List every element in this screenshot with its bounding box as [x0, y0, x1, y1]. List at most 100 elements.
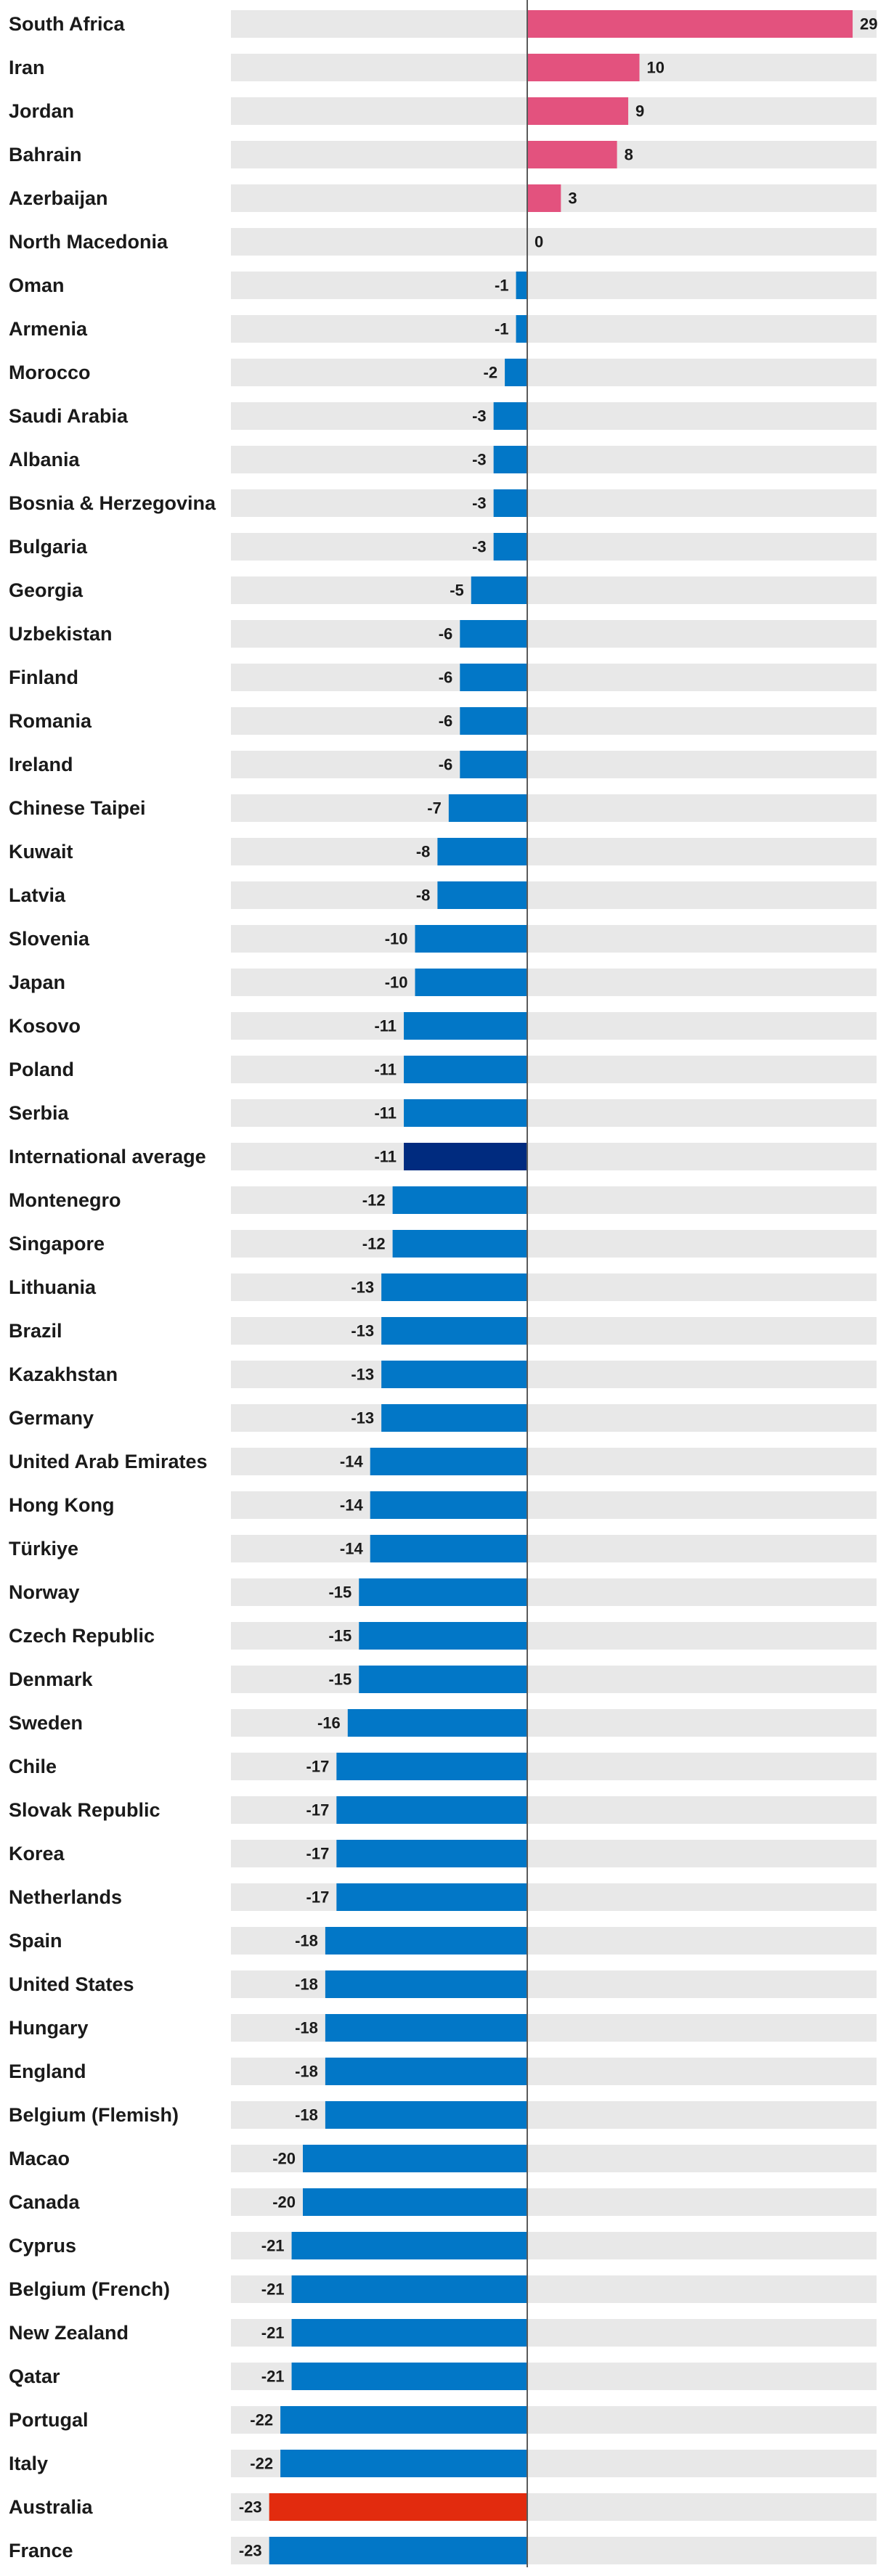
value-oman: -1 [495, 277, 509, 295]
value-germany: -13 [351, 1409, 374, 1427]
value-lithuania: -13 [351, 1279, 374, 1297]
value-iran: 10 [647, 59, 664, 77]
label-uzbekistan: Uzbekistan [9, 623, 113, 645]
bar-sweden [347, 1709, 527, 1737]
label-kazakhstan: Kazakhstan [9, 1364, 118, 1385]
track-sweden [231, 1709, 877, 1737]
bar-belgium-french [291, 2275, 527, 2303]
bar-south-africa [527, 10, 853, 38]
label-denmark: Denmark [9, 1668, 94, 1690]
label-macao: Macao [9, 2148, 70, 2169]
value-singapore: -12 [362, 1235, 386, 1253]
track-albania [231, 446, 877, 473]
track-finland [231, 664, 877, 691]
value-jordan: 9 [635, 102, 644, 121]
value-netherlands: -17 [306, 1888, 330, 1907]
track-kosovo [231, 1012, 877, 1040]
track-kuwait [231, 838, 877, 865]
bar-hong-kong [370, 1491, 527, 1519]
track-norway [231, 1578, 877, 1606]
value-czech-republic: -15 [328, 1627, 351, 1645]
value-qatar: -21 [261, 2368, 285, 2386]
bar-bahrain [527, 141, 617, 168]
bar-macao [303, 2145, 527, 2172]
label-japan: Japan [9, 971, 65, 993]
bar-latvia [437, 881, 527, 909]
track-latvia [231, 881, 877, 909]
bar-singapore [392, 1230, 527, 1258]
track-bulgaria [231, 533, 877, 561]
label-bahrain: Bahrain [9, 144, 82, 166]
bar-romania [460, 707, 527, 735]
value-united-arab-emirates: -14 [340, 1453, 364, 1471]
value-brazil: -13 [351, 1322, 374, 1340]
bar-belgium-flemish [325, 2101, 527, 2129]
bar-jordan [527, 97, 629, 125]
bar-finland [460, 664, 527, 691]
track-slovenia [231, 925, 877, 953]
value-labels: 29 10 9 8 3 0 -1 -1 -2 -3 -3 -3 -3 -5 -6 -6 -6 -6 -7 -8 -8 -1… [239, 15, 878, 2560]
label-united-arab-emirates: United Arab Emirates [9, 1451, 208, 1472]
track-armenia [231, 315, 877, 343]
label-morocco: Morocco [9, 362, 91, 383]
label-north-macedonia: North Macedonia [9, 231, 168, 253]
track-georgia [231, 576, 877, 604]
track-czech-republic [231, 1622, 877, 1650]
label-germany: Germany [9, 1407, 94, 1429]
value-romania: -6 [439, 712, 453, 730]
bar-italy [280, 2450, 527, 2477]
track-denmark [231, 1666, 877, 1693]
track-oman [231, 272, 877, 299]
label-t-rkiye: Türkiye [9, 1538, 78, 1560]
bar-denmark [359, 1666, 527, 1693]
bar-france [269, 2537, 527, 2564]
value-armenia: -1 [495, 320, 509, 338]
value-hong-kong: -14 [340, 1496, 364, 1515]
bar-uzbekistan [460, 620, 527, 648]
bar-bosnia-herzegovina [493, 489, 527, 517]
value-poland: -11 [374, 1061, 397, 1079]
label-netherlands: Netherlands [9, 1886, 122, 1908]
value-sweden: -16 [317, 1714, 341, 1732]
track-united-arab-emirates [231, 1448, 877, 1475]
value-korea: -17 [306, 1845, 330, 1863]
label-bosnia-herzegovina: Bosnia & Herzegovina [9, 492, 216, 514]
label-kosovo: Kosovo [9, 1015, 81, 1037]
label-latvia: Latvia [9, 884, 66, 906]
track-japan [231, 969, 877, 996]
bar-georgia [471, 576, 527, 604]
bar-saudi-arabia [493, 402, 527, 430]
bar-tracks [231, 10, 877, 2564]
value-morocco: -2 [484, 364, 498, 382]
label-france: France [9, 2540, 73, 2561]
value-chinese-taipei: -7 [427, 799, 442, 818]
value-international-average: -11 [374, 1148, 397, 1166]
bar-brazil [381, 1317, 527, 1345]
label-south-africa: South Africa [9, 13, 125, 35]
bar-kuwait [437, 838, 527, 865]
bar-spain [325, 1927, 527, 1955]
bar-serbia [404, 1099, 527, 1127]
label-new-zealand: New Zealand [9, 2322, 129, 2344]
track-hong-kong [231, 1491, 877, 1519]
label-belgium-flemish: Belgium (Flemish) [9, 2104, 179, 2126]
value-bulgaria: -3 [472, 538, 487, 556]
label-ireland: Ireland [9, 754, 73, 775]
label-finland: Finland [9, 667, 78, 688]
label-poland: Poland [9, 1059, 74, 1080]
value-chile: -17 [306, 1758, 330, 1776]
value-france: -23 [239, 2542, 262, 2560]
label-sweden: Sweden [9, 1712, 83, 1734]
label-belgium-french: Belgium (French) [9, 2278, 170, 2300]
value-belgium-flemish: -18 [295, 2106, 318, 2124]
value-belgium-french: -21 [261, 2281, 285, 2299]
bar-albania [493, 446, 527, 473]
value-ireland: -6 [439, 756, 453, 774]
bar-montenegro [392, 1186, 527, 1214]
label-qatar: Qatar [9, 2365, 60, 2387]
value-hungary: -18 [295, 2019, 318, 2037]
label-slovak-republic: Slovak Republic [9, 1799, 160, 1821]
track-lithuania [231, 1273, 877, 1301]
value-united-states: -18 [295, 1976, 318, 1994]
bar-canada [303, 2188, 527, 2216]
